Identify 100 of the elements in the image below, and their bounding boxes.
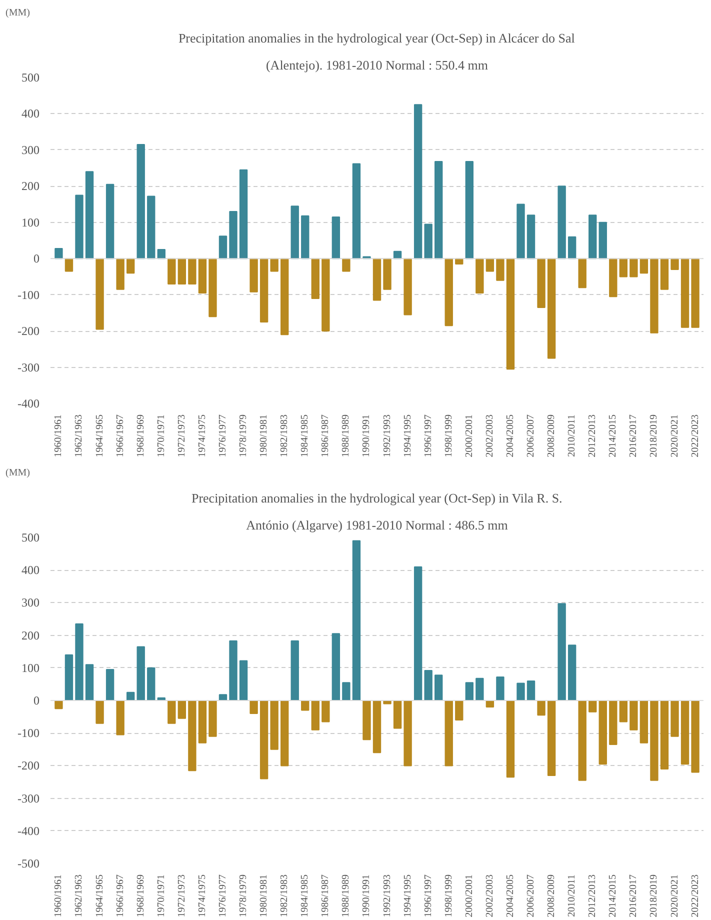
- bar: [85, 171, 94, 260]
- bar: [106, 669, 114, 701]
- bar: [178, 258, 186, 284]
- bar: [465, 161, 474, 260]
- bar: [393, 700, 402, 729]
- x-tick-label: 1980/1981: [258, 874, 270, 918]
- bar: [414, 566, 422, 701]
- bar: [54, 248, 63, 260]
- bar: [691, 700, 700, 773]
- bar: [670, 258, 679, 270]
- bar: [136, 144, 145, 260]
- bar: [239, 169, 248, 260]
- y-tick-label: -300: [18, 360, 40, 374]
- y-tick-label: 300: [22, 596, 40, 610]
- bar: [75, 194, 84, 260]
- bar: [198, 258, 207, 294]
- x-tick-label: 2018/2019: [648, 414, 660, 458]
- y-axis-title: (MM): [6, 468, 30, 478]
- bar: [526, 214, 536, 260]
- x-tick-label: 1960/1961: [53, 874, 64, 918]
- x-tick-label: 2004/2005: [504, 874, 516, 918]
- bar: [680, 700, 690, 765]
- bar: [588, 700, 597, 712]
- bar: [229, 211, 238, 260]
- bar: [168, 700, 176, 724]
- x-tick-label: 1970/1971: [156, 874, 167, 918]
- x-tick-label: 1986/1987: [320, 414, 332, 458]
- bar: [434, 161, 443, 260]
- y-tick-label: -400: [18, 396, 40, 410]
- x-tick-label: 1992/1993: [382, 414, 393, 458]
- y-tick-label: 0: [34, 252, 40, 266]
- bar: [598, 700, 607, 765]
- x-tick-label: 1964/1965: [94, 414, 106, 458]
- bar: [630, 700, 638, 730]
- bar: [660, 700, 669, 770]
- x-tick-label: 2012/2013: [587, 874, 598, 918]
- y-tick-label: -500: [18, 856, 40, 870]
- bar: [64, 258, 74, 272]
- x-tick-label: 1988/1989: [340, 874, 352, 918]
- chart-subtitle: António (Algarve) 1981-2010 Normal : 486.5 mm: [246, 518, 508, 532]
- bar: [322, 700, 330, 722]
- bar: [640, 700, 648, 744]
- bar: [96, 700, 104, 724]
- y-tick-label: -400: [18, 824, 40, 838]
- x-tick-label: 1972/1973: [176, 414, 188, 458]
- x-tick-label: 2018/2019: [648, 874, 660, 918]
- bar: [506, 258, 515, 370]
- x-tick-label: 1972/1973: [176, 874, 188, 918]
- bar: [208, 700, 217, 737]
- bar: [64, 654, 74, 701]
- x-tick-label: 2010/2011: [566, 874, 578, 917]
- bar: [342, 258, 350, 272]
- x-tick-label: 1974/1975: [196, 874, 208, 918]
- x-tick-label: 2004/2005: [504, 414, 516, 458]
- bar: [516, 204, 525, 260]
- y-tick-label: 200: [22, 179, 40, 194]
- bar: [198, 700, 207, 744]
- bar: [660, 258, 669, 290]
- bar: [526, 680, 536, 701]
- chart-title: Precipitation anomalies in the hydrological year (Oct-Sep) in Vila R. S.: [191, 490, 562, 506]
- bar: [270, 258, 278, 272]
- bar: [506, 700, 515, 778]
- y-tick-label: 500: [22, 530, 40, 544]
- bar: [188, 700, 196, 772]
- bar: [444, 700, 453, 766]
- x-tick-label: 2002/2003: [484, 414, 496, 458]
- bar: [537, 258, 546, 308]
- x-tick-label: 2006/2007: [526, 874, 537, 918]
- y-tick-label: 400: [22, 563, 40, 578]
- y-tick-label: 200: [22, 628, 40, 642]
- bar: [404, 258, 412, 316]
- bar: [239, 660, 248, 701]
- y-tick-label: 300: [22, 142, 40, 157]
- x-tick-label: 2010/2011: [566, 414, 578, 457]
- bar: [383, 258, 392, 290]
- x-tick-label: 1982/1983: [279, 874, 290, 918]
- bar: [332, 216, 340, 260]
- bar: [168, 258, 176, 284]
- bar: [404, 700, 412, 766]
- bar: [496, 258, 504, 281]
- bar: [588, 214, 597, 260]
- bar: [290, 206, 299, 260]
- bar: [455, 700, 464, 721]
- bar: [619, 258, 628, 278]
- bar: [250, 258, 258, 292]
- chart-subtitle: (Alentejo). 1981-2010 Normal : 550.4 mm: [266, 58, 488, 72]
- x-tick-label: 2022/2023: [690, 874, 701, 918]
- x-tick-label: 1968/1969: [135, 414, 146, 458]
- y-tick-label: 0: [34, 694, 40, 708]
- x-tick-label: 1970/1971: [156, 414, 167, 458]
- bar: [650, 258, 658, 334]
- bar: [630, 258, 638, 278]
- bar: [188, 258, 196, 284]
- bar: [691, 258, 700, 328]
- bar: [280, 258, 289, 336]
- bar: [444, 258, 453, 326]
- bar: [260, 700, 268, 780]
- x-tick-label: 1992/1993: [382, 874, 393, 918]
- bar: [372, 258, 382, 301]
- bar: [136, 646, 145, 701]
